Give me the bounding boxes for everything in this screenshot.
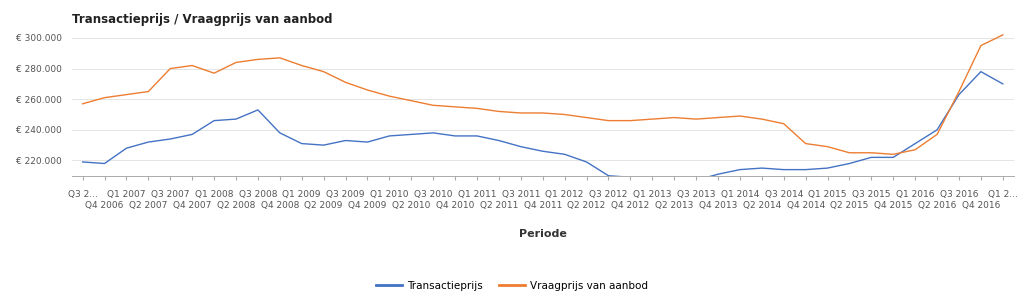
Text: Q1 2008: Q1 2008	[195, 190, 233, 199]
Text: Q2 2013: Q2 2013	[655, 201, 693, 210]
Text: Q1 2016: Q1 2016	[896, 190, 935, 199]
Text: Q2 2015: Q2 2015	[830, 201, 868, 210]
Text: Q3 2014: Q3 2014	[765, 190, 803, 199]
Text: Q2 2011: Q2 2011	[479, 201, 518, 210]
Text: Q2 2012: Q2 2012	[567, 201, 605, 210]
Text: Q1 2014: Q1 2014	[721, 190, 759, 199]
Legend: Transactieprijs, Vraagprijs van aanbod: Transactieprijs, Vraagprijs van aanbod	[372, 276, 652, 295]
Text: Q1 2...: Q1 2...	[988, 190, 1018, 199]
Text: Q4 2006: Q4 2006	[85, 201, 124, 210]
Text: Q2 2008: Q2 2008	[217, 201, 255, 210]
Text: Q4 2011: Q4 2011	[523, 201, 562, 210]
Text: Q4 2008: Q4 2008	[261, 201, 299, 210]
Text: Q3 2008: Q3 2008	[239, 190, 278, 199]
Text: Q4 2013: Q4 2013	[698, 201, 737, 210]
Text: Q1 2011: Q1 2011	[458, 190, 497, 199]
Text: Q3 2010: Q3 2010	[414, 190, 453, 199]
Text: Q4 2009: Q4 2009	[348, 201, 387, 210]
Text: Q2 2010: Q2 2010	[392, 201, 430, 210]
Text: Q4 2014: Q4 2014	[786, 201, 824, 210]
Text: Q1 2009: Q1 2009	[283, 190, 321, 199]
Text: Q3 2007: Q3 2007	[151, 190, 189, 199]
Text: Q2 2009: Q2 2009	[304, 201, 343, 210]
Text: Q1 2013: Q1 2013	[633, 190, 672, 199]
Text: Q1 2015: Q1 2015	[808, 190, 847, 199]
Text: Q3 2013: Q3 2013	[677, 190, 716, 199]
Text: Q2 2007: Q2 2007	[129, 201, 168, 210]
Text: Q1 2012: Q1 2012	[546, 190, 584, 199]
Text: Q4 2007: Q4 2007	[173, 201, 211, 210]
Text: Q3 2012: Q3 2012	[589, 190, 628, 199]
Text: Transactieprijs / Vraagprijs van aanbod: Transactieprijs / Vraagprijs van aanbod	[72, 13, 332, 26]
Text: Q3 2016: Q3 2016	[940, 190, 978, 199]
Text: Periode: Periode	[519, 228, 566, 238]
Text: Q4 2016: Q4 2016	[962, 201, 1000, 210]
Text: Q4 2010: Q4 2010	[436, 201, 474, 210]
Text: Q3 2015: Q3 2015	[852, 190, 891, 199]
Text: Q4 2015: Q4 2015	[874, 201, 912, 210]
Text: Q2 2014: Q2 2014	[742, 201, 781, 210]
Text: Q3 2...: Q3 2...	[68, 190, 97, 199]
Text: Q2 2016: Q2 2016	[918, 201, 956, 210]
Text: Q3 2011: Q3 2011	[502, 190, 540, 199]
Text: Q1 2010: Q1 2010	[370, 190, 409, 199]
Text: Q3 2009: Q3 2009	[327, 190, 365, 199]
Text: Q1 2007: Q1 2007	[108, 190, 145, 199]
Text: Q4 2012: Q4 2012	[611, 201, 649, 210]
